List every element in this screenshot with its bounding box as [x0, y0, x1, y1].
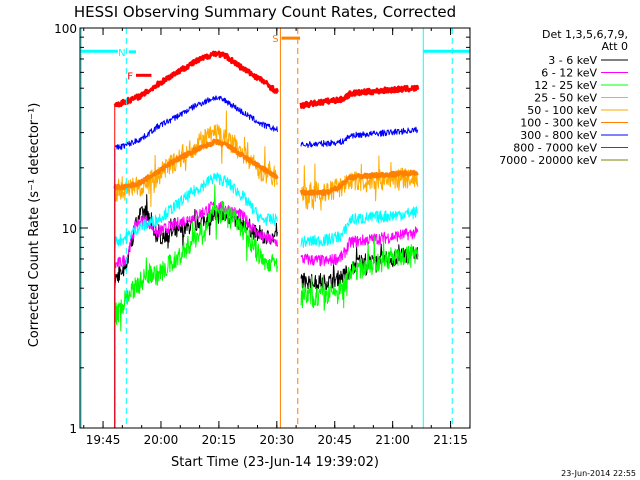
- y-axis: 1 10 100: [54, 22, 470, 436]
- x-axis: 19:45 20:00 20:15 20:30 20:45 21:00 21:15: [83, 28, 471, 447]
- x-tick-label: 19:45: [86, 433, 121, 447]
- y-tick-label: 100: [54, 22, 77, 36]
- series-3: [114, 172, 419, 428]
- y-tick-label: 1: [69, 422, 77, 436]
- series-line: [114, 194, 419, 296]
- legend-entry-label: 300 - 800 keV: [520, 129, 597, 142]
- series-7: [113, 50, 420, 428]
- legend-entry-label: 100 - 300 keV: [520, 117, 597, 130]
- series-line: [113, 138, 419, 197]
- series-line: [113, 50, 420, 109]
- flag-label: N: [118, 48, 125, 59]
- y-tick-label: 10: [62, 222, 77, 236]
- series-line: [114, 200, 419, 269]
- legend-entry-label: 12 - 25 keV: [534, 79, 597, 92]
- chart-title: HESSI Observing Summary Count Rates, Cor…: [74, 3, 456, 21]
- legend-entry-label: 6 - 12 keV: [541, 67, 597, 80]
- flag-label: S: [272, 34, 278, 45]
- x-tick-label: 21:15: [433, 433, 468, 447]
- y-axis-label: Corrected Count Rate (s⁻¹ detector⁻¹): [27, 103, 42, 348]
- series-layer: [113, 50, 420, 428]
- generation-timestamp: 23-Jun-2014 22:55: [561, 469, 636, 478]
- legend-entry-label: 3 - 6 keV: [548, 54, 597, 67]
- series-line: [114, 95, 419, 150]
- legend-header-line-2: Att 0: [602, 40, 628, 53]
- x-tick-label: 20:45: [317, 433, 352, 447]
- x-tick-label: 20:00: [144, 433, 179, 447]
- legend-entry-label: 7000 - 20000 keV: [499, 154, 597, 167]
- series-line: [114, 172, 419, 249]
- series-line: [114, 184, 419, 332]
- flag-label: F: [127, 71, 133, 82]
- legend-header-line-1: Det 1,3,5,6,7,9,: [542, 28, 628, 41]
- legend-entry-label: 25 - 50 keV: [534, 92, 597, 105]
- x-tick-label: 20:30: [260, 433, 295, 447]
- legend-entry-label: 800 - 7000 keV: [513, 142, 597, 155]
- x-tick-label: 20:15: [202, 433, 237, 447]
- legend-entry-label: 50 - 100 keV: [527, 104, 597, 117]
- x-tick-label: 21:00: [375, 433, 410, 447]
- x-axis-label: Start Time (23-Jun-14 19:39:02): [171, 455, 379, 470]
